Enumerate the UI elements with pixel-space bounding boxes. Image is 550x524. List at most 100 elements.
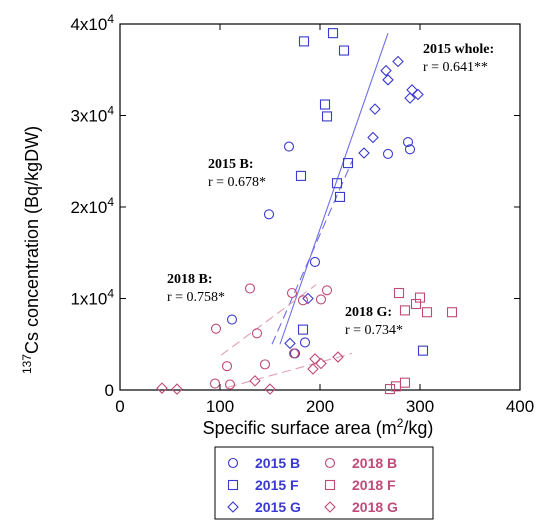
data-point xyxy=(298,36,310,47)
legend-label: 2015 G xyxy=(255,499,301,515)
data-point xyxy=(297,324,309,335)
data-point xyxy=(226,314,238,325)
data-point xyxy=(358,147,370,159)
y-tick-label: 3x104 xyxy=(70,104,114,126)
data-point xyxy=(331,178,343,189)
data-point xyxy=(210,323,222,334)
data-point xyxy=(244,283,256,294)
data-point xyxy=(402,136,414,148)
fit-line xyxy=(220,284,317,356)
annotation-label: 2015 whole: xyxy=(423,42,494,57)
data-point xyxy=(334,191,346,202)
annotation-label: 2018 B: xyxy=(167,272,213,287)
data-point xyxy=(284,337,296,350)
plot-area xyxy=(119,23,521,391)
data-point xyxy=(283,141,295,152)
data-point xyxy=(315,357,327,370)
y-axis-title: 137Cs concentration (Bq/kgDW) xyxy=(20,126,42,374)
annotation-r-value: r = 0.678* xyxy=(208,175,266,190)
data-point xyxy=(417,345,429,356)
data-point xyxy=(321,111,333,122)
data-point xyxy=(309,353,321,365)
data-point xyxy=(393,287,405,299)
data-point xyxy=(404,144,416,155)
data-point xyxy=(263,209,275,220)
data-point xyxy=(392,55,404,68)
data-point xyxy=(327,28,339,39)
data-point xyxy=(297,295,309,306)
data-point xyxy=(332,351,344,363)
legend-marker xyxy=(227,479,239,491)
data-point xyxy=(369,103,381,115)
data-point xyxy=(421,307,433,318)
data-point xyxy=(249,375,261,387)
data-point xyxy=(299,337,311,348)
data-point xyxy=(406,84,418,96)
annotation-r-value: r = 0.641** xyxy=(423,60,488,75)
legend-label: 2015 F xyxy=(255,477,299,493)
fit-line xyxy=(271,161,353,345)
data-point xyxy=(302,292,314,305)
data-point xyxy=(209,378,221,389)
x-tick-label: 300 xyxy=(406,397,434,416)
data-point xyxy=(382,148,394,159)
fit-line xyxy=(279,32,389,345)
legend-marker xyxy=(324,479,336,491)
legend-marker xyxy=(324,501,336,513)
x-tick-label: 400 xyxy=(506,397,534,416)
annotations: 2015 whole: r = 0.641** 2015 B: r = 0.678* 2… xyxy=(167,42,494,338)
data-point xyxy=(384,384,396,395)
data-point xyxy=(171,383,183,395)
x-tick-label: 200 xyxy=(306,397,334,416)
data-point xyxy=(288,348,300,359)
x-axis-title: Specific surface area (m2/kg) xyxy=(203,416,434,438)
data-point xyxy=(319,99,331,110)
legend-label: 2018 F xyxy=(352,477,396,493)
data-point xyxy=(295,170,307,181)
annotation-label: 2018 G: xyxy=(345,305,392,320)
fit-line xyxy=(227,352,353,388)
x-tick-label: 0 xyxy=(115,397,124,416)
data-point xyxy=(264,383,276,395)
data-point xyxy=(224,379,236,390)
x-tick-label: 100 xyxy=(206,397,234,416)
data-point xyxy=(259,359,271,370)
axis-ticks: 0 100 200 300 400 0 1x104 2x104 3x104 4x104 xyxy=(70,12,534,416)
data-point xyxy=(380,64,392,77)
y-tick-label: 0 xyxy=(105,381,114,400)
data-point xyxy=(367,131,379,144)
data-point xyxy=(338,45,350,56)
legend-box xyxy=(214,446,434,520)
legend-label: 2018 B xyxy=(352,455,397,471)
data-point xyxy=(410,298,422,310)
data-point xyxy=(307,363,319,375)
data-point xyxy=(342,158,354,169)
annotation-r-value: r = 0.734* xyxy=(345,323,403,338)
legend-marker xyxy=(227,457,239,469)
data-point xyxy=(156,382,168,394)
data-point xyxy=(221,361,233,372)
data-point xyxy=(286,287,298,299)
data-point xyxy=(399,377,411,388)
legend-label: 2018 G xyxy=(352,499,398,515)
annotation-r-value: r = 0.758* xyxy=(167,290,225,305)
legend-marker xyxy=(227,501,239,513)
data-point xyxy=(382,74,394,86)
legend-label: 2015 B xyxy=(255,455,300,471)
data-point xyxy=(399,305,411,316)
data-point xyxy=(251,328,263,339)
annotation-label: 2015 B: xyxy=(208,157,254,172)
data-point xyxy=(404,92,416,104)
plot-frame xyxy=(119,23,521,391)
data-point xyxy=(309,256,321,267)
legend: 2015 B 2015 F 2015 G 2018 B 2018 F 2018 G xyxy=(214,446,434,520)
data-points xyxy=(156,28,458,395)
y-tick-label: 1x104 xyxy=(70,287,114,309)
data-point xyxy=(412,88,424,101)
data-point xyxy=(321,285,333,296)
legend-marker xyxy=(324,457,336,469)
y-tick-label: 4x104 xyxy=(70,12,114,34)
data-point xyxy=(446,307,458,318)
y-tick-label: 2x104 xyxy=(70,195,114,217)
